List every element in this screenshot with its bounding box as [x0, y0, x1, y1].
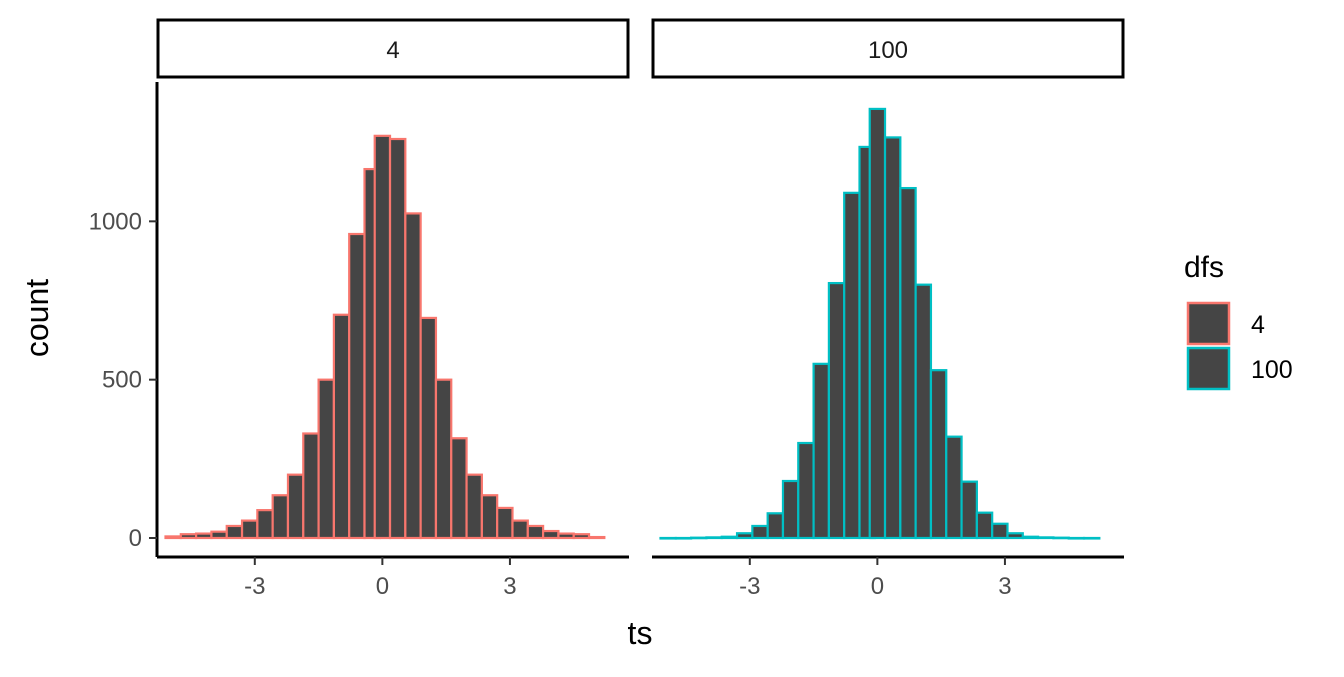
histogram-bar [317, 378, 335, 540]
histogram-bar [659, 536, 677, 540]
histogram-bar [434, 378, 453, 540]
y-tick-label: 0 [129, 525, 142, 552]
histogram-bar [240, 519, 259, 540]
legend: dfs 4 100 [1184, 251, 1293, 391]
histogram-bar [1067, 536, 1086, 540]
histogram-bar [766, 512, 785, 540]
histogram-bar [511, 519, 529, 540]
histogram-bar [899, 186, 917, 540]
histogram-bar [210, 530, 228, 540]
histogram-bar [179, 533, 198, 540]
histogram-bar [960, 480, 978, 540]
histogram-bar [195, 532, 213, 540]
histogram-bar [373, 134, 392, 540]
legend-key [1186, 301, 1231, 346]
histogram-bar [404, 212, 422, 540]
histogram-bar [164, 535, 182, 540]
histogram-bar [256, 509, 274, 540]
histogram-bar [1082, 536, 1101, 540]
histogram-bar [914, 283, 933, 540]
legend-label: 4 [1251, 311, 1265, 339]
histogram-bar [348, 232, 366, 540]
histogram-bar [496, 506, 514, 540]
x-axis-title: ts [628, 615, 653, 651]
histogram-bar [572, 533, 591, 540]
y-axis: 0 500 1000 [89, 82, 159, 557]
facet-strip [651, 18, 1125, 79]
histogram-bar [690, 536, 708, 540]
histogram-bar [480, 494, 499, 540]
legend-key [1186, 346, 1231, 391]
histogram-bar [991, 522, 1009, 540]
x-tick-label: -3 [739, 573, 760, 600]
histogram-bar [302, 432, 320, 540]
histogram-bar [587, 535, 606, 540]
x-tick-label: 3 [998, 573, 1011, 600]
y-axis-title: count [19, 279, 55, 357]
histogram-bar [465, 473, 483, 540]
histogram-bar [812, 362, 830, 540]
histogram-bar [388, 137, 407, 540]
histogram-bar [1006, 532, 1024, 540]
legend-title: dfs [1184, 251, 1224, 284]
histogram-bar [868, 107, 887, 540]
histogram-bar [271, 494, 290, 540]
facet-strip [156, 18, 630, 79]
facet-panel-100: 100 -3 0 3 [651, 18, 1125, 600]
histogram-bar [557, 532, 575, 540]
histogram-bar [1052, 536, 1070, 540]
facet-strip-label: 4 [386, 37, 399, 64]
histogram-bar [1021, 535, 1040, 540]
histogram-bar [526, 524, 545, 540]
histogram-bar [674, 536, 693, 540]
histogram-bar [735, 532, 754, 540]
histogram-bar [751, 524, 769, 540]
histogram-bar [883, 136, 902, 540]
histogram-bar [843, 191, 861, 540]
histogram-bar [419, 316, 438, 540]
histogram-bar [827, 281, 846, 540]
histogram-bar [797, 441, 815, 540]
x-tick-label: -3 [244, 573, 265, 600]
histogram-bar [225, 524, 244, 540]
histogram-bar [1037, 536, 1055, 540]
x-tick-label: 0 [376, 573, 389, 600]
histogram-bar [781, 479, 800, 540]
histogram-bar [720, 535, 739, 540]
histogram-bar [286, 473, 305, 540]
histogram-bar [975, 511, 994, 540]
x-tick-label: 3 [503, 573, 516, 600]
facet-panel-4: 4 -3 0 3 [156, 18, 630, 600]
y-tick-label: 1000 [89, 208, 142, 235]
histogram-bar [450, 437, 468, 540]
histogram-bar [705, 536, 723, 540]
histogram-bar [542, 529, 560, 540]
facet-strip-label: 100 [868, 37, 908, 64]
histogram-bar [945, 435, 963, 540]
legend-label: 100 [1251, 356, 1293, 384]
histogram-bar [929, 369, 948, 540]
y-tick-label: 500 [102, 367, 142, 394]
x-tick-label: 0 [871, 573, 884, 600]
histogram-bar [332, 313, 351, 540]
